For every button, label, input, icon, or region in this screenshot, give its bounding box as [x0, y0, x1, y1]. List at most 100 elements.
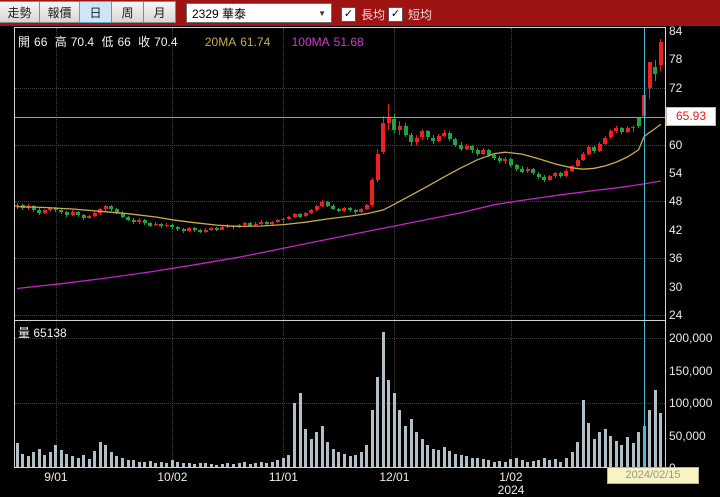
- volume-bar: [448, 451, 452, 468]
- volume-bar: [82, 455, 86, 468]
- ohlc-readout: 開 66 高 70.4 低 66 收 70.4 20MA 61.74 100MA 51.68: [18, 33, 368, 50]
- volume-bar: [215, 464, 219, 469]
- volume-bar: [237, 463, 241, 468]
- volume-bar: [587, 422, 591, 468]
- volume-bar: [76, 457, 80, 468]
- price-tick-label: 60: [669, 137, 683, 152]
- volume-bar: [531, 460, 535, 468]
- volume-bar: [459, 455, 463, 468]
- volume-bar: [465, 456, 469, 468]
- price-tick-label: 54: [669, 166, 683, 180]
- volume-bar: [526, 461, 530, 468]
- volume-bar: [21, 453, 25, 468]
- volume-bar: [276, 460, 280, 468]
- open-label: 開: [18, 35, 31, 49]
- volume-bar: [293, 403, 296, 468]
- x-axis-label: 12/01: [379, 470, 410, 484]
- candle-body: [386, 117, 391, 124]
- volume-bar: [626, 436, 629, 468]
- volume-label: 量: [18, 326, 31, 340]
- nav-button-1[interactable]: 報價: [39, 1, 80, 23]
- volume-bar: [298, 393, 302, 469]
- ma-checkbox-1[interactable]: ✓ 短均: [388, 6, 432, 23]
- volume-bar: [564, 457, 568, 468]
- volume-bar: [548, 460, 552, 468]
- volume-bar: [126, 459, 130, 468]
- volume-bar: [187, 463, 191, 468]
- volume-bar: [132, 460, 136, 468]
- chart-frame: [14, 27, 666, 468]
- open-value: 66: [34, 35, 48, 49]
- ma-checkbox-0[interactable]: ✓ 長均: [341, 6, 385, 23]
- volume-value: 65138: [33, 326, 67, 340]
- x-axis-label: 10/02: [157, 470, 188, 484]
- period-button-1[interactable]: 周: [111, 1, 144, 23]
- volume-bar: [32, 451, 36, 469]
- symbol-select[interactable]: 2329 華泰 ▼: [186, 3, 332, 23]
- volume-bar: [498, 460, 502, 468]
- volume-bar: [309, 438, 313, 469]
- volume-bar: [376, 377, 380, 468]
- period-button-2[interactable]: 月: [143, 1, 176, 23]
- volume-bar: [37, 448, 41, 468]
- volume-bar: [248, 464, 252, 468]
- high-value: 70.4: [70, 35, 95, 49]
- volume-readout: 量 65138: [18, 324, 67, 341]
- volume-bar: [631, 443, 635, 468]
- volume-bar: [348, 456, 352, 468]
- volume-bar: [537, 459, 541, 468]
- volume-bar: [487, 460, 491, 468]
- price-tick-label: 42: [669, 222, 683, 237]
- crosshair-vertical-line: [644, 28, 646, 468]
- volume-bar: [431, 448, 435, 468]
- volume-bar: [87, 458, 91, 468]
- volume-bar: [553, 458, 557, 468]
- volume-bar: [603, 429, 607, 468]
- volume-tick-label: 100,000: [669, 396, 713, 410]
- volume-bar: [59, 449, 63, 468]
- candle-body: [636, 118, 641, 127]
- volume-bar: [281, 457, 285, 468]
- volume-bar: [176, 462, 180, 468]
- volume-bar: [154, 462, 158, 468]
- volume-bar: [470, 457, 474, 468]
- price-tick-label: 78: [669, 52, 683, 67]
- volume-bar: [148, 460, 152, 468]
- toolbar: 走勢 報價日周月 2329 華泰 ▼ ✓ 長均 ✓ 短均: [0, 0, 720, 26]
- toolbar-buttons: 走勢 報價日周月: [0, 1, 176, 25]
- volume-bar: [259, 461, 263, 468]
- volume-bar: [43, 455, 47, 468]
- volume-bar: [609, 435, 613, 468]
- volume-tick-label: 50,000: [669, 428, 706, 443]
- volume-bar: [254, 463, 258, 468]
- volume-bar: [515, 457, 518, 468]
- checkbox-checked-icon[interactable]: ✓: [388, 7, 403, 22]
- x-axis-label: 1/02: [499, 470, 523, 484]
- volume-bar: [121, 458, 124, 469]
- volume-bar: [559, 461, 563, 468]
- volume-bar: [137, 461, 141, 468]
- price-tick-label: 72: [669, 80, 683, 95]
- price-tick-label: 36: [669, 251, 683, 266]
- close-value: 70.4: [154, 35, 178, 49]
- volume-bar: [220, 464, 224, 468]
- ma20-label: 20MA: [204, 35, 237, 49]
- volume-bar: [437, 449, 441, 468]
- x-axis-label: 9/01: [44, 470, 68, 484]
- volume-bar: [71, 456, 74, 468]
- volume-bar: [365, 445, 369, 469]
- checkbox-checked-icon[interactable]: ✓: [341, 7, 356, 22]
- volume-bar: [331, 448, 335, 468]
- volume-bar: [614, 440, 618, 468]
- volume-gridline: [15, 403, 665, 404]
- volume-bar: [520, 460, 524, 468]
- crosshair-date-tooltip: 2024/02/15: [607, 467, 699, 484]
- chevron-down-icon: ▼: [318, 8, 326, 18]
- nav-button-0[interactable]: 走勢: [0, 1, 40, 23]
- volume-bar: [570, 451, 574, 469]
- volume-bar: [143, 462, 147, 468]
- volume-bar: [381, 331, 385, 468]
- period-button-0[interactable]: 日: [79, 1, 112, 23]
- price-tick-label: 30: [669, 279, 683, 294]
